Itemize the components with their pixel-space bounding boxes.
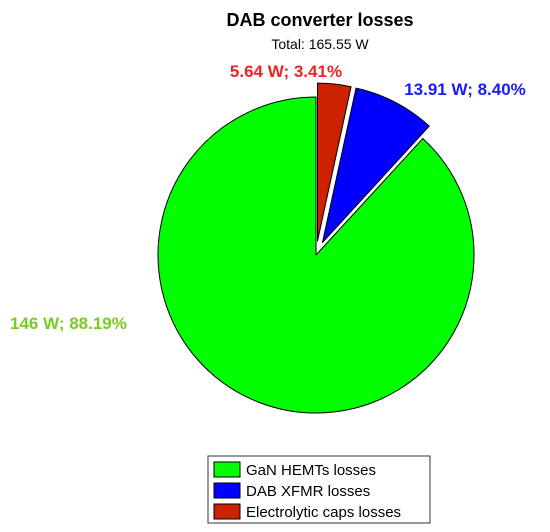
legend: GaN HEMTs losses DAB XFMR losses Electroly… <box>207 455 431 524</box>
legend-entry: GaN HEMTs losses <box>246 462 376 479</box>
pie-slice-electrolytic-caps-losses <box>316 82 352 242</box>
legend-entry: DAB XFMR losses <box>246 483 370 500</box>
pie-slice-gan-hemts-losses <box>157 96 475 414</box>
slice-label: 146 W; 88.19% <box>10 314 127 333</box>
slice-label: 5.64 W; 3.41% <box>230 62 342 81</box>
chart-subtitle: Total: 165.55 W <box>271 36 369 52</box>
legend-swatch <box>213 461 241 478</box>
legend-box <box>207 455 431 524</box>
chart-title: DAB converter losses <box>226 10 413 30</box>
legend-entry: Electrolytic caps losses <box>246 504 401 521</box>
legend-swatch <box>213 482 241 499</box>
pie-slice-labels: 146 W; 88.19% 5.64 W; 3.41% 13.91 W; 8.40% <box>10 62 526 333</box>
slice-label: 13.91 W; 8.40% <box>404 80 526 99</box>
pie-slice-dab-xfmr-losses <box>321 87 430 244</box>
legend-swatch <box>213 503 241 520</box>
pie-slices <box>157 82 475 414</box>
